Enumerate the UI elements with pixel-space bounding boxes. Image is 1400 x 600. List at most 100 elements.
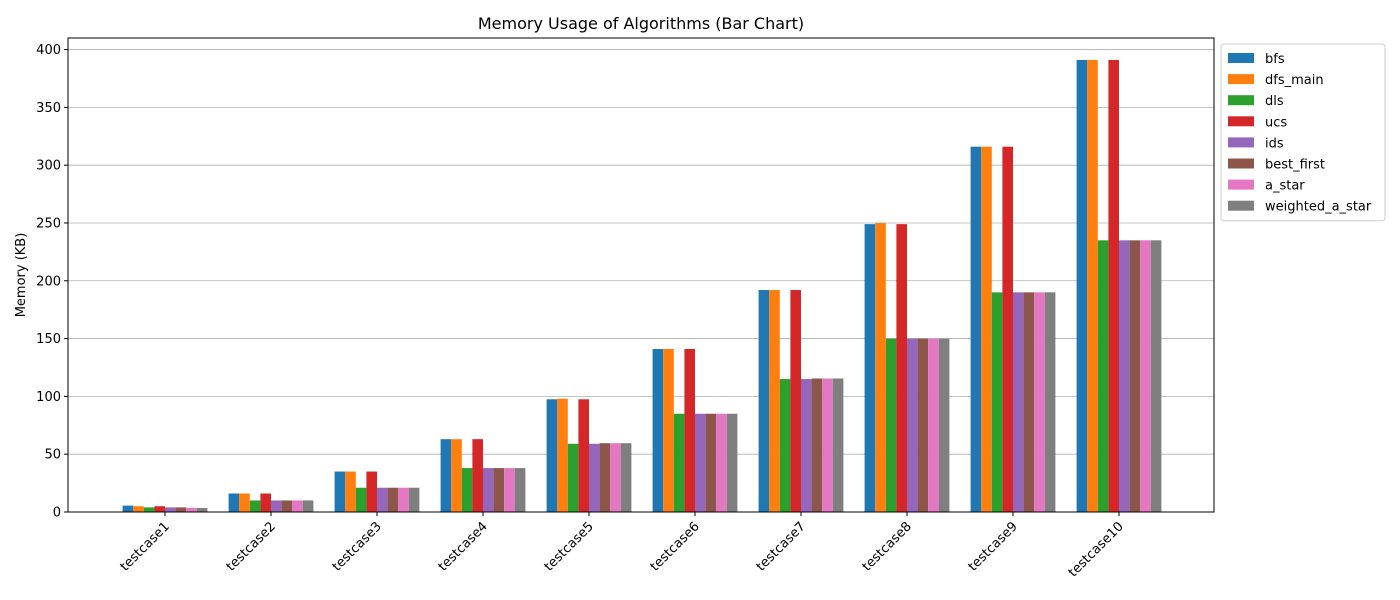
bar-bfs-testcase10 <box>1076 59 1088 513</box>
y-tick-label: 0 <box>53 506 61 521</box>
legend-swatch-dfs_main <box>1228 74 1254 85</box>
legend-swatch-weighted_a_star <box>1228 200 1254 211</box>
x-tick-label: testcase6 <box>648 519 703 574</box>
bar-dfs_main-testcase4 <box>451 439 462 512</box>
bar-ids-testcase9 <box>1013 292 1024 512</box>
bar-best_first-testcase4 <box>493 468 505 512</box>
bar-a_star-testcase4 <box>504 468 515 512</box>
legend-label-weighted_a_star: weighted_a_star <box>1265 200 1372 215</box>
bar-ids-testcase3 <box>377 487 388 512</box>
legend-label-bfs: bfs <box>1265 52 1285 67</box>
bar-dfs_main-testcase9 <box>981 146 992 513</box>
bar-ucs-testcase6 <box>684 348 695 512</box>
bar-weighted_a_star-testcase5 <box>620 443 632 512</box>
y-tick-label: 100 <box>36 390 61 405</box>
bar-ucs-testcase2 <box>260 493 271 512</box>
bar-ucs-testcase9 <box>1002 146 1013 513</box>
bar-dfs_main-testcase8 <box>875 222 886 512</box>
bar-bfs-testcase4 <box>440 439 452 512</box>
x-tick-label: testcase9 <box>966 519 1021 574</box>
gridlines <box>68 49 1214 513</box>
bar-a_star-testcase1 <box>186 507 197 512</box>
bar-a_star-testcase9 <box>1034 292 1045 512</box>
legend-swatch-ucs <box>1228 116 1254 127</box>
bar-dfs_main-testcase7 <box>769 290 780 512</box>
bar-ucs-testcase7 <box>790 290 801 512</box>
bar-weighted_a_star-testcase10 <box>1150 240 1162 512</box>
bar-best_first-testcase7 <box>811 378 823 512</box>
bar-ids-testcase10 <box>1119 240 1130 512</box>
legend-label-ucs: ucs <box>1265 115 1287 130</box>
bar-best_first-testcase6 <box>705 413 717 512</box>
x-tick-label: testcase5 <box>542 519 597 574</box>
bar-weighted_a_star-testcase9 <box>1044 292 1056 512</box>
bar-dfs_main-testcase10 <box>1087 59 1098 513</box>
legend-swatch-best_first <box>1228 158 1254 169</box>
bar-a_star-testcase5 <box>610 443 621 512</box>
bar-dls-testcase4 <box>461 468 473 512</box>
bar-dfs_main-testcase2 <box>239 493 250 512</box>
x-tick-label: testcase1 <box>118 519 173 574</box>
bar-bfs-testcase9 <box>970 146 982 513</box>
bar-best_first-testcase5 <box>599 443 611 512</box>
legend-swatch-bfs <box>1228 53 1254 63</box>
bar-dls-testcase8 <box>885 338 897 512</box>
bar-ids-testcase7 <box>801 379 812 512</box>
legend-label-ids: ids <box>1265 136 1284 151</box>
bar-ucs-testcase1 <box>154 506 165 512</box>
bar-dfs_main-testcase6 <box>663 348 674 512</box>
x-tick-label: testcase10 <box>1066 519 1127 580</box>
bar-ucs-testcase8 <box>896 224 907 512</box>
y-axis: 0 50 100 150 200 250 300 350 400 <box>36 43 68 521</box>
bar-bfs-testcase5 <box>546 399 558 512</box>
bar-bfs-testcase6 <box>652 348 664 512</box>
y-tick-label: 50 <box>44 448 61 463</box>
bar-dls-testcase7 <box>779 379 791 512</box>
y-tick-label: 350 <box>36 101 61 116</box>
bar-ucs-testcase4 <box>472 439 483 512</box>
bar-best_first-testcase3 <box>387 487 399 512</box>
x-tick-label: testcase3 <box>330 519 385 574</box>
x-tick-label: testcase8 <box>860 519 915 574</box>
bar-a_star-testcase10 <box>1140 240 1151 512</box>
bar-bfs-testcase1 <box>122 505 134 512</box>
bar-a_star-testcase8 <box>928 338 939 512</box>
bar-weighted_a_star-testcase4 <box>514 468 526 512</box>
y-tick-label: 300 <box>36 159 61 174</box>
bar-dls-testcase5 <box>567 443 579 512</box>
bar-a_star-testcase2 <box>292 500 303 512</box>
x-axis: testcase1 testcase2 testcase3 testcase4 test… <box>118 512 1127 580</box>
bar-ucs-testcase5 <box>578 399 589 512</box>
legend-label-best_first: best_first <box>1265 158 1325 173</box>
bar-dls-testcase9 <box>991 292 1003 512</box>
legend-label-dls: dls <box>1265 94 1284 109</box>
bar-ids-testcase8 <box>907 338 918 512</box>
bar-a_star-testcase3 <box>398 487 409 512</box>
bar-dfs_main-testcase5 <box>557 398 568 512</box>
y-axis-label: Memory (KB) <box>14 233 29 318</box>
plot-frame <box>67 37 1215 513</box>
bar-ids-testcase5 <box>589 443 600 512</box>
legend-swatch-a_star <box>1228 179 1254 190</box>
bar-best_first-testcase2 <box>281 500 293 512</box>
bar-weighted_a_star-testcase3 <box>408 487 420 512</box>
legend-box <box>1220 43 1386 222</box>
bar-dls-testcase6 <box>673 413 685 512</box>
bars <box>122 59 1162 513</box>
bar-ucs-testcase3 <box>366 471 377 512</box>
bar-bfs-testcase7 <box>758 290 770 512</box>
chart-title: Memory Usage of Algorithms (Bar Chart) <box>478 14 804 33</box>
bar-weighted_a_star-testcase6 <box>726 413 738 512</box>
bar-dls-testcase10 <box>1097 240 1109 512</box>
bar-weighted_a_star-testcase8 <box>938 338 950 512</box>
x-tick-label: testcase4 <box>436 519 491 574</box>
bar-a_star-testcase7 <box>822 378 833 512</box>
bar-best_first-testcase8 <box>917 338 929 512</box>
bar-best_first-testcase1 <box>175 507 187 512</box>
bar-dls-testcase2 <box>249 500 261 512</box>
y-tick-label: 250 <box>36 216 61 231</box>
legend-swatch-dls <box>1228 95 1254 106</box>
bar-bfs-testcase2 <box>228 493 240 512</box>
